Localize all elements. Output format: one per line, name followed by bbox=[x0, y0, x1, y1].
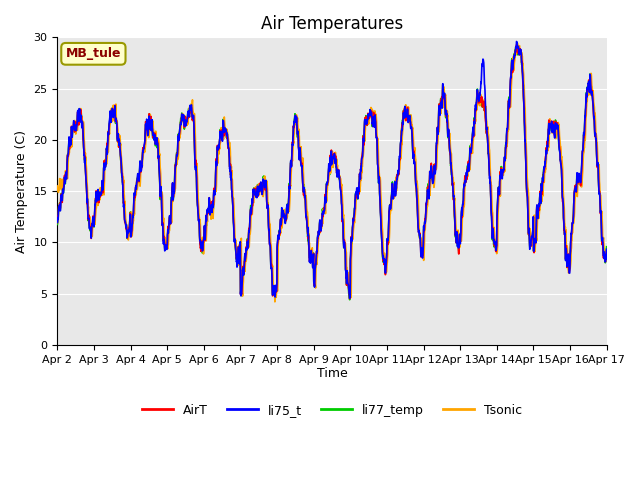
Tsonic bbox=[360, 142, 368, 148]
li75_t bbox=[348, 237, 356, 243]
Line: li77_temp: li77_temp bbox=[58, 47, 607, 300]
Tsonic bbox=[54, 183, 61, 189]
Tsonic bbox=[271, 299, 278, 305]
Tsonic bbox=[555, 122, 563, 128]
Legend: AirT, li75_t, li77_temp, Tsonic: AirT, li75_t, li77_temp, Tsonic bbox=[137, 399, 527, 422]
Tsonic bbox=[492, 244, 499, 250]
li75_t bbox=[492, 246, 499, 252]
li77_temp bbox=[346, 297, 353, 303]
Line: Tsonic: Tsonic bbox=[58, 43, 607, 302]
AirT bbox=[346, 296, 353, 301]
li75_t bbox=[207, 203, 214, 209]
Tsonic bbox=[570, 220, 577, 226]
Line: AirT: AirT bbox=[58, 45, 607, 299]
li77_temp bbox=[555, 133, 563, 139]
Tsonic bbox=[603, 256, 611, 262]
li77_temp bbox=[492, 245, 499, 251]
li77_temp bbox=[207, 201, 214, 207]
li75_t bbox=[54, 219, 61, 225]
li77_temp bbox=[360, 140, 368, 146]
Text: MB_tule: MB_tule bbox=[66, 48, 121, 60]
AirT bbox=[348, 236, 356, 242]
AirT bbox=[603, 248, 611, 254]
AirT bbox=[360, 142, 368, 148]
AirT bbox=[570, 200, 577, 206]
li75_t bbox=[555, 132, 563, 138]
AirT bbox=[492, 248, 499, 254]
Title: Air Temperatures: Air Temperatures bbox=[261, 15, 403, 33]
li75_t bbox=[513, 38, 520, 44]
Tsonic bbox=[348, 243, 356, 249]
li77_temp bbox=[570, 201, 577, 206]
Line: li75_t: li75_t bbox=[58, 41, 607, 298]
AirT bbox=[54, 220, 61, 226]
li77_temp bbox=[603, 244, 611, 250]
Tsonic bbox=[207, 204, 214, 209]
Tsonic bbox=[514, 40, 522, 46]
li77_temp bbox=[54, 221, 61, 227]
li75_t bbox=[603, 246, 611, 252]
AirT bbox=[555, 133, 563, 139]
X-axis label: Time: Time bbox=[317, 367, 348, 380]
AirT bbox=[513, 42, 520, 48]
li77_temp bbox=[348, 237, 356, 243]
li75_t bbox=[360, 139, 368, 144]
li77_temp bbox=[513, 44, 520, 49]
li75_t bbox=[346, 295, 353, 301]
Y-axis label: Air Temperature (C): Air Temperature (C) bbox=[15, 130, 28, 252]
AirT bbox=[207, 204, 214, 210]
li75_t bbox=[570, 202, 577, 207]
